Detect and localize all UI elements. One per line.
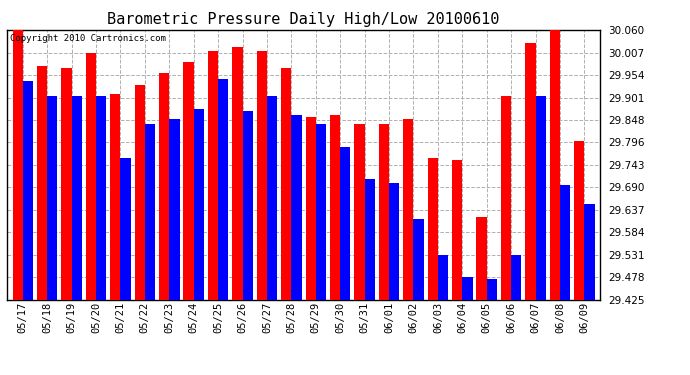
Bar: [233, 47, 243, 300]
Bar: [560, 185, 570, 300]
Text: Copyright 2010 Cartronics.com: Copyright 2010 Cartronics.com: [10, 34, 166, 43]
Bar: [135, 85, 145, 300]
Bar: [486, 279, 497, 300]
Bar: [169, 119, 179, 300]
Bar: [184, 62, 194, 300]
Bar: [208, 51, 218, 300]
Bar: [389, 183, 400, 300]
Bar: [61, 68, 72, 300]
Title: Barometric Pressure Daily High/Low 20100610: Barometric Pressure Daily High/Low 20100…: [108, 12, 500, 27]
Bar: [403, 119, 413, 300]
Bar: [110, 94, 121, 300]
Bar: [159, 72, 169, 300]
Bar: [535, 96, 546, 300]
Bar: [550, 29, 560, 300]
Bar: [96, 96, 106, 300]
Bar: [574, 141, 584, 300]
Bar: [379, 123, 389, 300]
Bar: [501, 96, 511, 300]
Bar: [477, 217, 486, 300]
Bar: [243, 111, 253, 300]
Bar: [86, 53, 96, 300]
Bar: [525, 43, 535, 300]
Bar: [194, 109, 204, 300]
Bar: [291, 115, 302, 300]
Bar: [355, 123, 364, 300]
Bar: [428, 158, 438, 300]
Bar: [413, 219, 424, 300]
Bar: [316, 123, 326, 300]
Bar: [584, 204, 595, 300]
Bar: [72, 96, 82, 300]
Bar: [145, 123, 155, 300]
Bar: [438, 255, 449, 300]
Bar: [257, 51, 267, 300]
Bar: [12, 30, 23, 300]
Bar: [462, 277, 473, 300]
Bar: [23, 81, 33, 300]
Bar: [37, 66, 47, 300]
Bar: [306, 117, 316, 300]
Bar: [511, 255, 522, 300]
Bar: [281, 68, 291, 300]
Bar: [340, 147, 351, 300]
Bar: [47, 96, 57, 300]
Bar: [121, 158, 130, 300]
Bar: [267, 96, 277, 300]
Bar: [364, 179, 375, 300]
Bar: [330, 115, 340, 300]
Bar: [452, 160, 462, 300]
Bar: [218, 79, 228, 300]
